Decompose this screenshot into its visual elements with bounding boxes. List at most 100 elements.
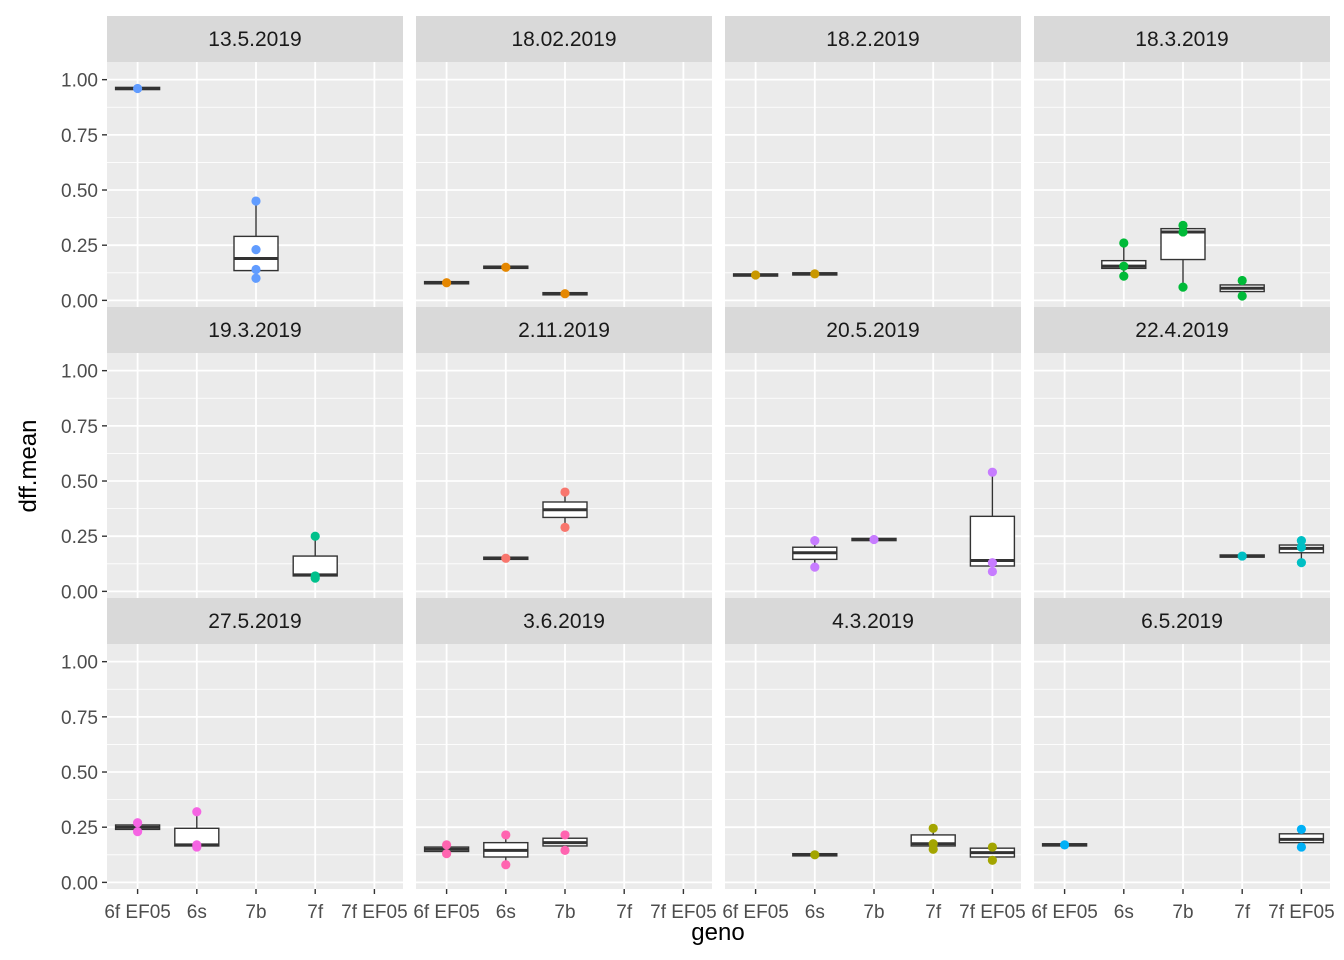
data-point bbox=[987, 558, 998, 568]
y-tick-label: 0.75 bbox=[61, 708, 98, 729]
y-tick-label: 0.00 bbox=[61, 582, 98, 603]
data-point bbox=[560, 845, 570, 855]
box bbox=[969, 842, 1016, 865]
x-tick-label: 7f bbox=[616, 902, 633, 923]
data-point bbox=[1237, 291, 1247, 301]
data-point bbox=[192, 840, 202, 850]
data-point bbox=[251, 245, 261, 255]
x-tick-label: 7f EF05 bbox=[341, 902, 408, 923]
data-point bbox=[501, 860, 511, 870]
y-tick-label: 0.00 bbox=[61, 873, 98, 894]
panel-background bbox=[1034, 62, 1330, 307]
facet-panel: 27.5.2019 bbox=[107, 598, 403, 889]
panel-background bbox=[1034, 353, 1330, 598]
box bbox=[542, 487, 588, 532]
facet-strip-label: 27.5.2019 bbox=[208, 610, 301, 633]
data-point bbox=[1237, 275, 1247, 286]
data-point bbox=[928, 839, 938, 849]
facet-strip-label: 3.6.2019 bbox=[523, 610, 605, 633]
x-tick-label: 6f EF05 bbox=[413, 902, 480, 923]
box bbox=[423, 278, 470, 288]
x-tick-label: 6s bbox=[496, 902, 516, 923]
data-point bbox=[987, 566, 998, 577]
x-tick-label: 6f EF05 bbox=[1031, 902, 1098, 923]
data-point bbox=[987, 467, 998, 477]
data-point bbox=[442, 849, 452, 859]
box bbox=[483, 262, 529, 272]
panel-background bbox=[725, 62, 1021, 307]
y-tick-label: 1.00 bbox=[61, 653, 98, 674]
data-point bbox=[810, 269, 820, 279]
box bbox=[1219, 275, 1265, 301]
facet-strip-label: 18.2.2019 bbox=[826, 28, 919, 51]
data-point bbox=[1119, 261, 1129, 271]
data-point bbox=[1296, 824, 1306, 835]
y-tick-label: 0.75 bbox=[61, 417, 98, 438]
data-point bbox=[560, 522, 570, 532]
facet-strip-label: 6.5.2019 bbox=[1141, 610, 1223, 633]
data-point bbox=[501, 553, 511, 563]
box-body bbox=[969, 515, 1016, 567]
box bbox=[542, 830, 588, 855]
facet-strip bbox=[1034, 16, 1330, 62]
x-tick-label: 6f EF05 bbox=[722, 902, 789, 923]
box bbox=[1160, 220, 1206, 292]
facet-strip-label: 4.3.2019 bbox=[832, 610, 914, 633]
data-point bbox=[1178, 282, 1188, 292]
data-point bbox=[560, 289, 570, 299]
box bbox=[292, 531, 338, 583]
facet-strip-label: 20.5.2019 bbox=[826, 319, 919, 342]
box bbox=[1278, 536, 1325, 568]
facet-strip-label: 2.11.2019 bbox=[518, 319, 610, 342]
box bbox=[1219, 551, 1265, 561]
facet-strip-label: 18.02.2019 bbox=[511, 28, 616, 51]
box bbox=[174, 807, 220, 852]
x-tick-label: 7f EF05 bbox=[650, 902, 717, 923]
facet-strip bbox=[725, 16, 1021, 62]
data-point bbox=[1296, 536, 1306, 546]
box bbox=[792, 536, 838, 572]
x-axes: 6f EF05 6s 7b 7f 7f EF05 6f EF05 6s 7b 7f 7f EF05… bbox=[104, 889, 1335, 923]
data-point bbox=[869, 534, 879, 545]
box bbox=[1278, 824, 1325, 852]
facet-panel: 4.3.2019 bbox=[725, 598, 1021, 889]
data-point bbox=[810, 562, 820, 572]
box bbox=[732, 270, 779, 280]
facet-strip bbox=[1034, 307, 1330, 353]
y-tick-label: 0.50 bbox=[61, 763, 98, 784]
panel-background bbox=[416, 62, 712, 307]
x-tick-label: 6s bbox=[187, 902, 207, 923]
box bbox=[910, 823, 956, 854]
data-point bbox=[560, 487, 570, 497]
facet-panels: 13.5.2019 18.02.2019 18.2.2019 18.3.2019 19.… bbox=[107, 16, 1330, 889]
data-point bbox=[310, 531, 320, 541]
data-point bbox=[133, 83, 143, 94]
box bbox=[969, 467, 1016, 577]
panel-background bbox=[107, 644, 403, 889]
data-point bbox=[442, 278, 452, 288]
facet-strip-label: 18.3.2019 bbox=[1135, 28, 1228, 51]
facet-panel: 18.2.2019 bbox=[725, 16, 1021, 307]
data-point bbox=[1237, 551, 1247, 561]
data-point bbox=[987, 855, 998, 865]
data-point bbox=[1119, 271, 1129, 281]
facet-strip bbox=[107, 307, 403, 353]
box bbox=[792, 850, 838, 860]
data-point bbox=[1178, 220, 1188, 230]
y-tick-label: 0.25 bbox=[61, 818, 98, 839]
box bbox=[423, 840, 470, 859]
data-point bbox=[133, 827, 143, 837]
facet-panel: 18.02.2019 bbox=[416, 16, 712, 307]
facet-strip bbox=[416, 307, 712, 353]
y-tick-label: 0.75 bbox=[61, 126, 98, 147]
box bbox=[792, 269, 838, 279]
facet-panel: 6.5.2019 bbox=[1034, 598, 1330, 889]
x-tick-label: 7f bbox=[307, 902, 324, 923]
data-point bbox=[442, 840, 452, 850]
x-tick-label: 6s bbox=[805, 902, 825, 923]
x-tick-label: 7b bbox=[554, 902, 575, 923]
panel-background bbox=[1034, 644, 1330, 889]
box bbox=[483, 830, 529, 870]
y-tick-label: 1.00 bbox=[61, 362, 98, 383]
box bbox=[542, 289, 588, 299]
